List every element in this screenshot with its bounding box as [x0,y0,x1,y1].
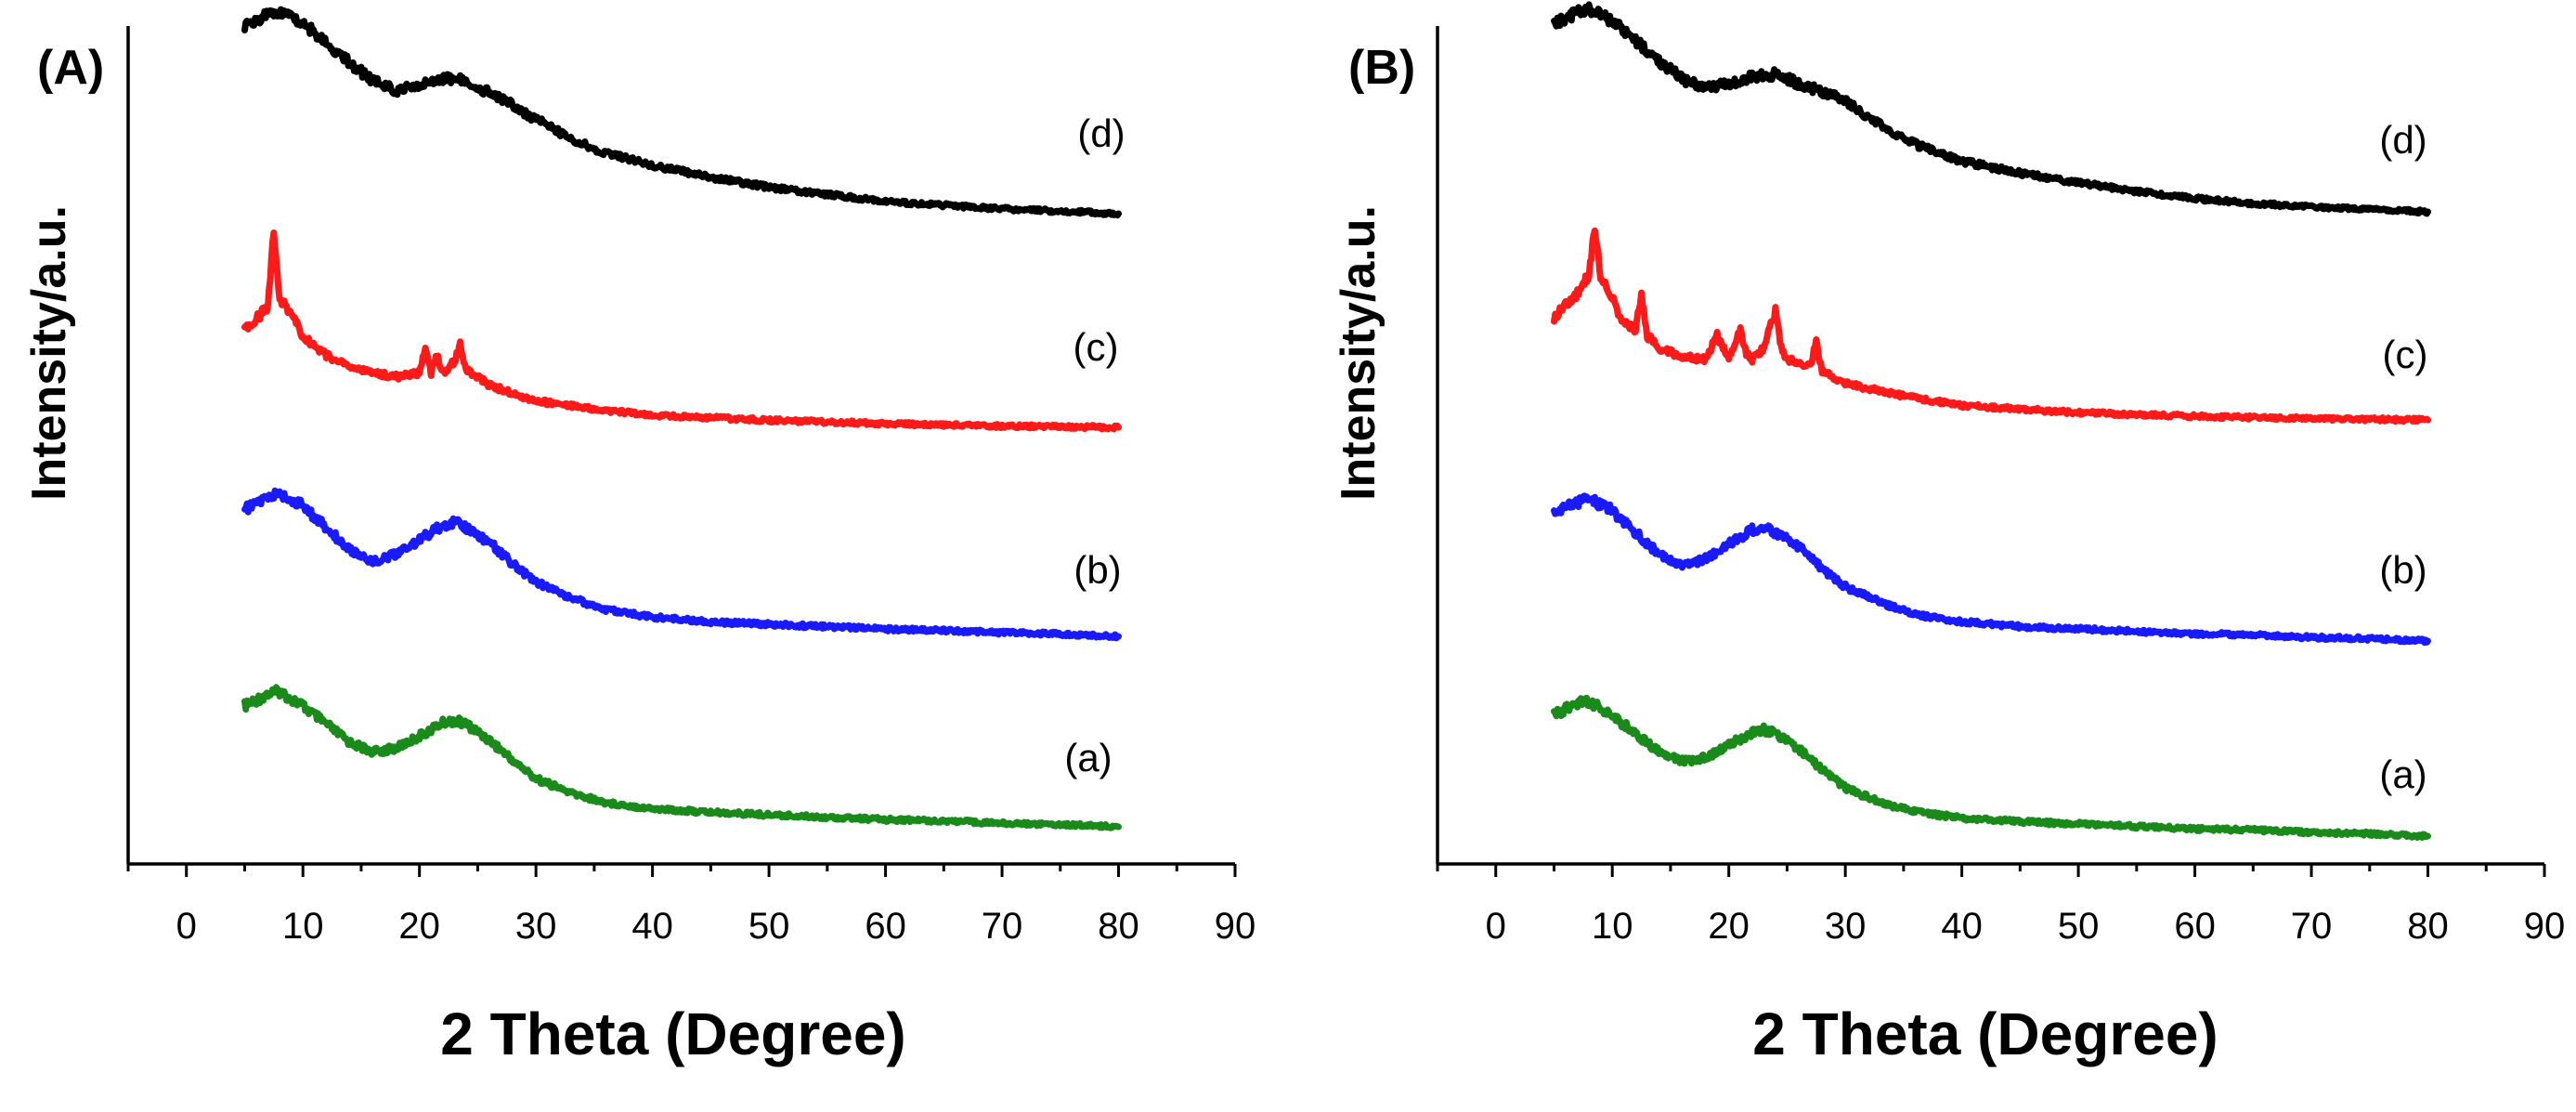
panel-b-series-d-label: (d) [2379,118,2426,162]
panel-b-x-tick-label: 10 [1592,906,1633,947]
panel-b-series-a-label: (a) [2379,752,2426,796]
panel-a-x-tick-label: 30 [515,906,557,947]
panel-a-x-tick-label: 70 [982,906,1023,947]
panel-a-x-tick-label: 0 [176,906,197,947]
panel-b-x-axis-title: 2 Theta (Degree) [1752,1001,2218,1067]
panel-b-x-tick-label: 70 [2291,906,2333,947]
panel-b-x-tick-label: 30 [1825,906,1867,947]
panel-a-x-axis-title: 2 Theta (Degree) [440,1001,905,1067]
panel-b-series-b-label: (b) [2379,548,2426,592]
panel-b-x-tick-label: 80 [2407,906,2449,947]
panel-b-label: (B) [1348,41,1415,95]
panel-b-y-axis-title: Intensity/a.u. [1332,205,1386,501]
panel-a-series-c-trace [241,229,1122,433]
panel-a-series-c-label: (c) [1073,325,1119,369]
panel-b-x-tick-label: 60 [2174,906,2216,947]
panel-a-x-tick-label: 60 [865,906,906,947]
panel-a-series-a-trace [241,684,1122,831]
panel-a-x-tick-label: 40 [631,906,673,947]
panel-a-series-a-label: (a) [1064,736,1112,779]
panel-a-series-b-trace [241,487,1122,642]
panel-a-series-b-label: (b) [1073,548,1121,592]
panel-a-x-tick-label: 90 [1215,906,1256,947]
panel-a-x-tick-label: 20 [398,906,440,947]
panel-b-series-a-trace [1551,694,2431,841]
panel-a-x-tick-label: 80 [1098,906,1139,947]
panel-a-series-d-trace [241,6,1122,219]
panel-b-series-d-trace [1551,1,2431,217]
panel-b-series-b-trace [1551,492,2431,647]
panel-b-x-tick-label: 0 [1486,906,1506,947]
panel-b-x-tick-label: 50 [2058,906,2100,947]
panel-a-label: (A) [37,41,104,95]
panel-a-y-axis-title: Intensity/a.u. [22,205,76,501]
panel-b-series-c-label: (c) [2383,333,2428,376]
panel-b-x-tick-label: 90 [2524,906,2566,947]
panel-b-x-tick-label: 20 [1708,906,1750,947]
panel-b-x-tick-label: 40 [1941,906,1983,947]
panel-a-x-tick-label: 50 [748,906,790,947]
panel-b-series-c-trace [1551,227,2431,425]
panel-a-series-d-label: (d) [1077,111,1125,155]
panel-a-x-tick-label: 10 [282,906,324,947]
